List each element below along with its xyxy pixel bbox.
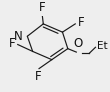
Text: Et: Et bbox=[97, 41, 107, 51]
Text: F: F bbox=[39, 1, 46, 14]
Text: F: F bbox=[35, 70, 41, 83]
Text: F: F bbox=[77, 16, 84, 29]
Text: N: N bbox=[14, 30, 23, 43]
Text: O: O bbox=[74, 37, 83, 50]
Text: F: F bbox=[9, 37, 16, 50]
